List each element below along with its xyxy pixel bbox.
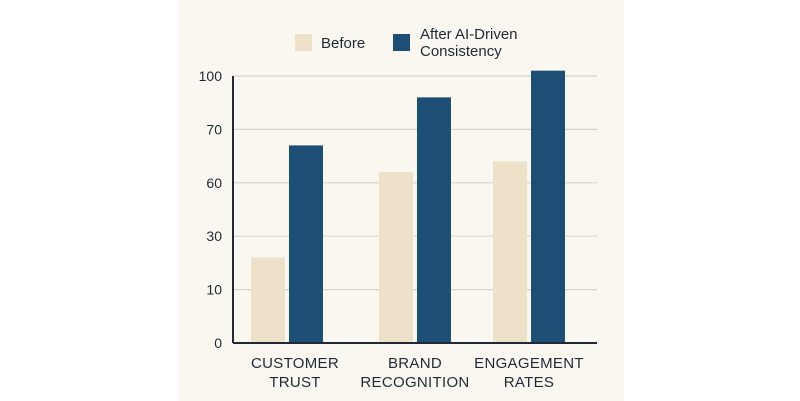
y-tick-label: 70 <box>206 121 222 137</box>
legend-label-before: Before <box>321 35 365 52</box>
y-tick-label: 60 <box>206 175 222 191</box>
bar-after <box>531 70 565 343</box>
legend-label-after: After AI-Driven Consistency <box>420 26 518 60</box>
category-label: BRAND RECOGNITION <box>360 355 469 391</box>
legend-swatch-after <box>393 34 410 51</box>
bar-after <box>417 97 451 343</box>
legend: Before After AI-Driven Consistency <box>295 26 518 60</box>
bar-before <box>493 161 527 343</box>
legend-swatch-before <box>295 34 312 51</box>
y-tick-label: 100 <box>199 68 223 84</box>
bars <box>251 70 565 343</box>
y-tick-label: 0 <box>214 335 222 351</box>
y-tick-labels: 0 10 30 60 70 100 <box>199 68 223 351</box>
y-tick-label: 10 <box>206 282 222 298</box>
bar-before <box>379 172 413 343</box>
axes <box>232 76 597 344</box>
category-label: ENGAGEMENT RATES <box>474 355 584 391</box>
y-tick-label: 30 <box>206 228 222 244</box>
category-label: CUSTOMER TRUST <box>251 355 339 391</box>
bar-before <box>251 257 285 343</box>
bar-after <box>289 145 323 343</box>
